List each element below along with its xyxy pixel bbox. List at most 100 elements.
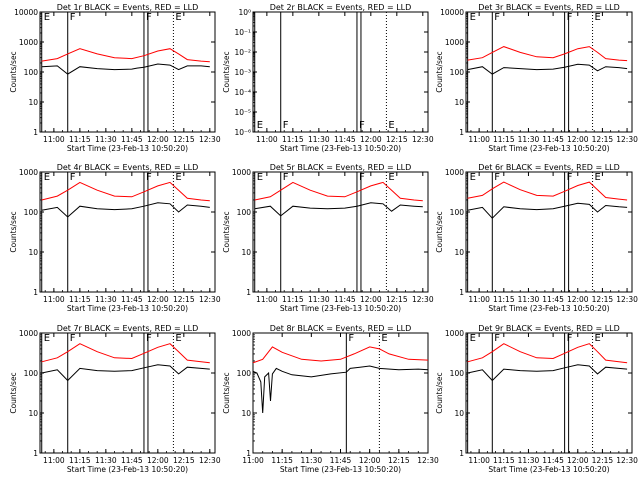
x-tick-label: 12:00	[147, 295, 169, 304]
x-tick-label: 11:45	[121, 295, 143, 304]
x-tick-label: 11:15	[69, 456, 91, 465]
marker-label: E	[257, 172, 263, 183]
series-lld	[254, 181, 423, 202]
marker-label: E	[44, 172, 50, 183]
x-tick-label: 12:00	[567, 295, 589, 304]
y-axis-label: Counts/sec	[435, 372, 444, 413]
marker-label: E	[175, 172, 181, 183]
marker-label: F	[567, 12, 573, 23]
panel-title: Det 5r BLACK = Events, RED = LLD	[270, 163, 412, 172]
marker-label: F	[146, 172, 152, 183]
marker-label: E	[44, 333, 50, 344]
panel-det-5: Det 5r BLACK = Events, RED = LLD 11:00 11:…	[222, 163, 434, 313]
x-tick-label: 11:30	[95, 295, 117, 304]
y-axis-label: Counts/sec	[9, 372, 18, 413]
plot-frame	[39, 11, 216, 133]
x-tick-label: 11:15	[282, 135, 304, 144]
marker-label: F	[359, 120, 365, 131]
series-events	[252, 365, 429, 414]
x-axis-label: Start Time (23-Feb-13 10:50:20)	[280, 304, 401, 313]
x-tick-label: 12:15	[173, 135, 195, 144]
marker-label: F	[70, 172, 76, 183]
series-events	[254, 202, 423, 217]
y-tick-label: 10	[241, 248, 251, 257]
series-lld	[467, 46, 628, 62]
marker-label: F	[494, 172, 500, 183]
marker-label: E	[175, 333, 181, 344]
y-tick-label: 1000	[19, 38, 38, 47]
marker-label: E	[175, 12, 181, 23]
x-tick-label: 12:15	[592, 456, 614, 465]
x-tick-label: 11:30	[518, 295, 540, 304]
x-tick-label: 11:15	[271, 456, 293, 465]
x-axis-label: Start Time (23-Feb-13 10:50:20)	[67, 144, 188, 153]
marker-label: F	[146, 333, 152, 344]
x-tick-label: 11:15	[69, 295, 91, 304]
x-tick-label: 12:15	[386, 135, 408, 144]
panel-title: Det 6r BLACK = Events, RED = LLD	[478, 163, 620, 172]
y-axis-label: Counts/sec	[435, 211, 444, 252]
x-tick-label: 11:15	[493, 135, 515, 144]
marker-label: E	[257, 120, 263, 131]
x-tick-label: 11:45	[121, 135, 143, 144]
y-tick-label: 1	[459, 288, 464, 297]
series-events	[41, 202, 210, 218]
x-tick-label: 12:15	[388, 456, 410, 465]
y-tick-label: 10⁻⁵	[234, 108, 251, 117]
y-tick-label: 10⁻³	[234, 68, 251, 77]
x-tick-label: 11:30	[518, 456, 540, 465]
plot-frame	[465, 11, 633, 133]
x-tick-label: 12:30	[616, 135, 638, 144]
x-tick-label: 12:15	[386, 295, 408, 304]
y-axis-label: Counts/sec	[222, 372, 231, 413]
panel-title: Det 3r BLACK = Events, RED = LLD	[478, 3, 620, 12]
x-tick-label: 11:15	[69, 135, 91, 144]
y-tick-label: 10⁻⁴	[234, 88, 251, 97]
series-events	[41, 364, 210, 382]
plot-frame	[39, 332, 216, 454]
x-tick-label: 11:30	[308, 135, 330, 144]
y-tick-label: 1	[33, 288, 38, 297]
x-tick-label: 12:15	[173, 456, 195, 465]
x-tick-label: 12:00	[567, 456, 589, 465]
x-tick-label: 12:00	[147, 135, 169, 144]
panel-det-4: Det 4r BLACK = Events, RED = LLD 11:00 11:…	[9, 163, 221, 313]
x-tick-label: 11:00	[43, 295, 65, 304]
marker-label: E	[44, 12, 50, 23]
marker-label: E	[595, 333, 601, 344]
y-tick-label: 1	[246, 288, 251, 297]
x-axis-label: Start Time (23-Feb-13 10:50:20)	[488, 304, 609, 313]
x-tick-label: 11:00	[468, 135, 490, 144]
panel-title: Det 9r BLACK = Events, RED = LLD	[478, 324, 620, 333]
series-lld	[252, 346, 429, 364]
x-tick-label: 11:00	[242, 456, 264, 465]
series-events	[467, 63, 628, 75]
panel-title: Det 7r BLACK = Events, RED = LLD	[57, 324, 199, 333]
x-tick-label: 11:45	[121, 456, 143, 465]
series-lld	[41, 48, 210, 63]
x-tick-label: 12:15	[592, 295, 614, 304]
y-tick-label: 10	[454, 98, 464, 107]
y-tick-label: 10000	[440, 8, 464, 17]
y-tick-label: 100	[24, 369, 39, 378]
panel-title: Det 2r BLACK = Events, RED = LLD	[270, 3, 412, 12]
y-tick-label: 1	[33, 449, 38, 458]
x-tick-label: 12:30	[199, 135, 221, 144]
x-tick-label: 11:45	[542, 135, 564, 144]
panel-title: Det 4r BLACK = Events, RED = LLD	[57, 163, 199, 172]
x-tick-label: 12:30	[616, 295, 638, 304]
y-tick-label: 10	[28, 409, 38, 418]
plot-frame	[465, 171, 633, 293]
y-tick-label: 10	[28, 248, 38, 257]
marker-label: F	[567, 333, 573, 344]
y-tick-label: 100	[24, 208, 39, 217]
y-tick-label: 10⁻⁶	[234, 128, 251, 137]
marker-label: F	[283, 172, 289, 183]
plot-frame	[39, 171, 216, 293]
x-tick-label: 11:00	[256, 135, 278, 144]
x-axis-label: Start Time (23-Feb-13 10:50:20)	[280, 465, 401, 474]
x-tick-label: 11:15	[493, 456, 515, 465]
marker-label: E	[388, 172, 394, 183]
x-tick-label: 11:45	[542, 295, 564, 304]
